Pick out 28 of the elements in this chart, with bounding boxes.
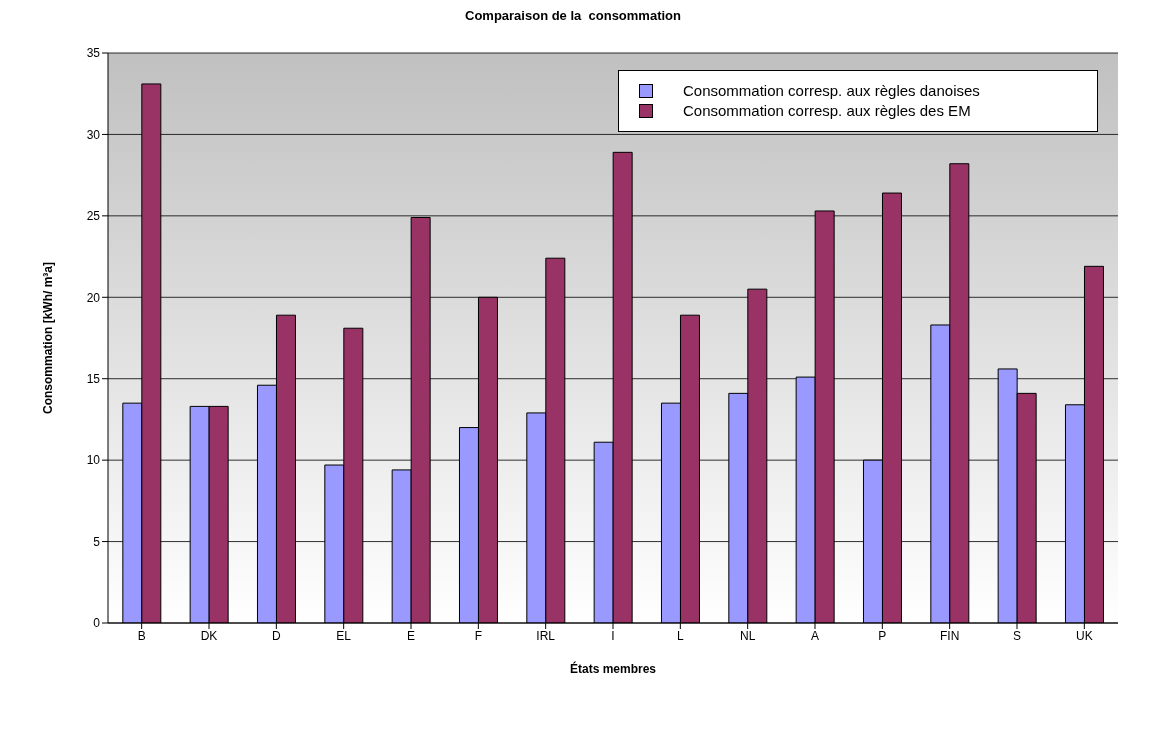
y-tick-label: 35	[86, 46, 101, 61]
legend-label: Consommation corresp. aux règles danoises	[683, 81, 980, 101]
x-tick-label: UK	[1076, 628, 1093, 643]
x-tick-label: DK	[200, 628, 218, 643]
x-tick-label: NL	[739, 628, 756, 643]
x-tick-label: I	[611, 628, 615, 643]
y-tick-label: 5	[93, 534, 101, 549]
x-tick-label: B	[137, 628, 146, 643]
x-tick-label: F	[474, 628, 483, 643]
y-axis-title: Consommation [kWh/ m³a]	[41, 262, 56, 414]
y-tick-label: 0	[93, 616, 101, 631]
x-tick-label: E	[406, 628, 416, 643]
y-tick-label: 10	[86, 453, 101, 468]
x-tick-label: L	[676, 628, 684, 643]
chart-title: Comparaison de la consommation	[464, 8, 682, 23]
x-tick-label: D	[272, 628, 281, 643]
y-tick-label: 15	[86, 371, 101, 386]
x-tick-label: A	[810, 628, 820, 643]
y-tick-label: 25	[86, 209, 101, 224]
x-tick-label: P	[878, 628, 887, 643]
y-tick-label: 20	[86, 290, 101, 305]
x-tick-label: FIN	[939, 628, 960, 643]
x-tick-label: IRL	[536, 628, 556, 643]
x-tick-label: S	[1012, 628, 1022, 643]
x-axis-title: États membres	[569, 661, 657, 676]
x-tick-label: EL	[336, 628, 352, 643]
y-tick-label: 30	[86, 127, 101, 142]
legend-label: Consommation corresp. aux règles des EM	[683, 101, 971, 121]
